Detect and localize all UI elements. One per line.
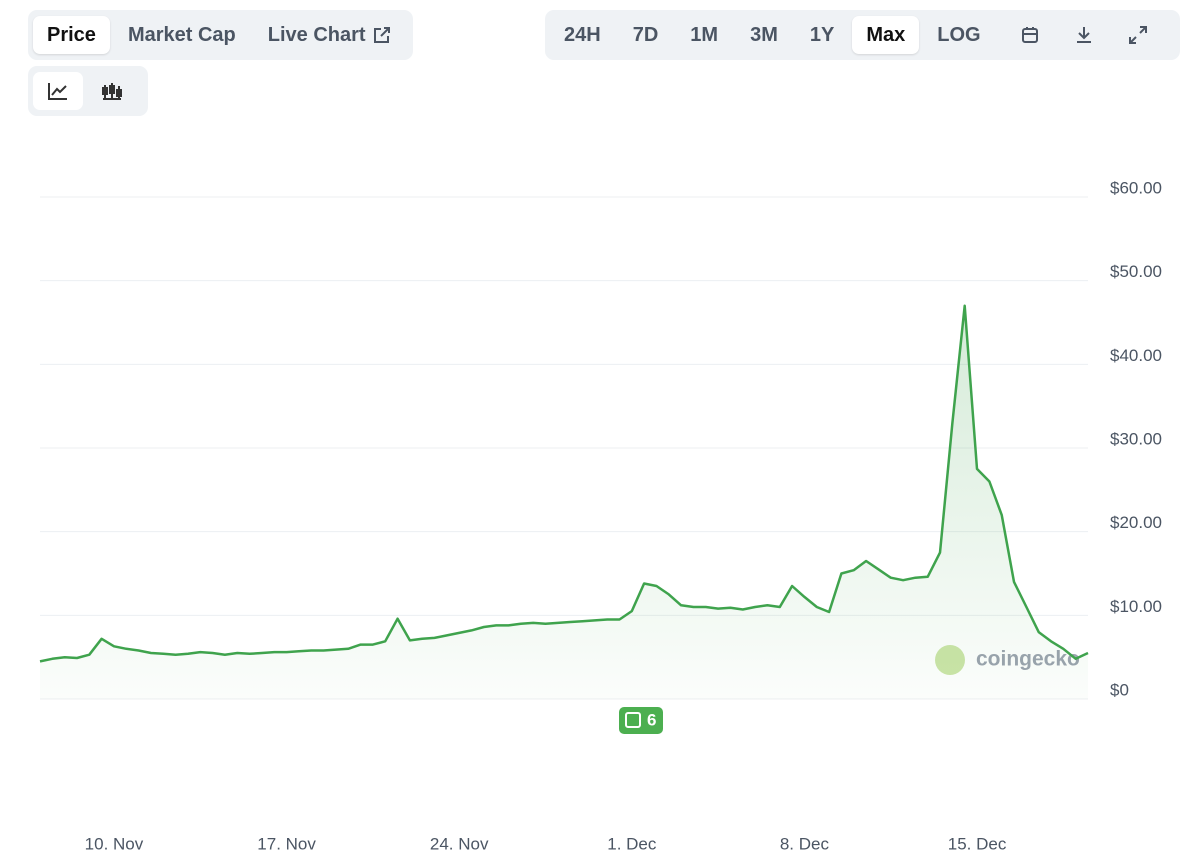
external-icon (373, 27, 390, 43)
line-chart-button[interactable] (33, 72, 83, 110)
chart-type-bar (28, 66, 148, 116)
x-tick-label: 10. Nov (85, 834, 144, 853)
x-tick-label: 24. Nov (430, 834, 489, 853)
y-tick-label: $40.00 (1110, 346, 1162, 365)
range-button-label: 1M (690, 23, 719, 46)
tab[interactable]: Price (33, 16, 110, 54)
y-tick-label: $10.00 (1110, 597, 1162, 616)
news-badge[interactable]: 6 (619, 707, 663, 734)
candle-chart-button[interactable] (87, 72, 137, 110)
x-tick-label: 17. Nov (257, 834, 316, 853)
range-button-label: 24H (564, 23, 601, 46)
fullscreen-button[interactable] (1113, 16, 1163, 54)
x-tick-label: 8. Dec (780, 834, 830, 853)
range-button-label: LOG (937, 23, 981, 46)
download-button[interactable] (1059, 16, 1109, 54)
range-button[interactable]: LOG (923, 16, 994, 54)
range-button[interactable]: 7D (619, 16, 673, 54)
price-line (39, 304, 1089, 663)
calendar-button[interactable] (1005, 16, 1055, 54)
news-count: 6 (647, 710, 656, 729)
tab[interactable]: Market Cap (114, 16, 250, 54)
tab-label: Price (47, 23, 96, 46)
x-tick-label: 1. Dec (607, 834, 657, 853)
x-tick-label: 15. Dec (948, 834, 1007, 853)
range-bar: 24H 7D 1M 3M 1Y Max LOG (545, 10, 1180, 60)
range-button[interactable]: 24H (550, 16, 615, 54)
price-area (40, 305, 1088, 699)
range-button[interactable]: 1M (676, 16, 732, 54)
range-button-label: Max (866, 23, 906, 46)
axes: $0 $10.00 $20.00 $30.00 $40.00 $50.00 $60.00 10… (39, 178, 1162, 853)
tab-label: Live Chart (267, 23, 366, 46)
range-button[interactable]: 3M (736, 16, 792, 54)
tab[interactable]: Live Chart (254, 16, 408, 54)
y-tick-label: $0 (1110, 680, 1129, 699)
range-button-label: 3M (750, 23, 778, 46)
y-tick-label: $30.00 (1110, 429, 1162, 448)
y-tick-label: $50.00 (1110, 262, 1162, 281)
y-tick-label: $20.00 (1110, 513, 1162, 532)
tab-bar: Price Market Cap Live Chart (28, 10, 413, 60)
range-button-label: 7D (632, 23, 659, 46)
range-button[interactable]: Max (852, 16, 920, 54)
tab-label: Market Cap (127, 23, 236, 46)
y-tick-label: $60.00 (1110, 178, 1162, 197)
range-button[interactable]: 1Y (796, 16, 848, 54)
range-button-label: 1Y (809, 23, 835, 46)
